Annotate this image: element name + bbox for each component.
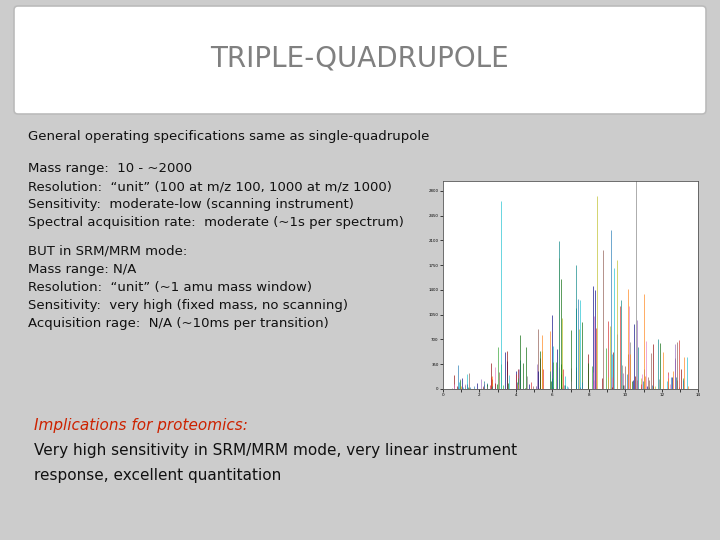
Text: Resolution:  “unit” (~1 amu mass window): Resolution: “unit” (~1 amu mass window): [28, 281, 312, 294]
Text: General operating specifications same as single-quadrupole: General operating specifications same as…: [28, 130, 429, 143]
Text: BUT in SRM/MRM mode:: BUT in SRM/MRM mode:: [28, 245, 187, 258]
Text: Mass range: N/A: Mass range: N/A: [28, 263, 136, 276]
Text: Implications for proteomics:: Implications for proteomics:: [34, 418, 248, 433]
Text: Resolution:  “unit” (100 at m/z 100, 1000 at m/z 1000): Resolution: “unit” (100 at m/z 100, 1000…: [28, 180, 392, 193]
Text: Sensitivity:  very high (fixed mass, no scanning): Sensitivity: very high (fixed mass, no s…: [28, 299, 348, 312]
Text: Sensitivity:  moderate-low (scanning instrument): Sensitivity: moderate-low (scanning inst…: [28, 198, 354, 211]
Text: Mass range:  10 - ~2000: Mass range: 10 - ~2000: [28, 162, 192, 175]
Text: response, excellent quantitation: response, excellent quantitation: [34, 468, 282, 483]
Text: TRIPLE-QUADRUPOLE: TRIPLE-QUADRUPOLE: [211, 45, 509, 73]
Text: Very high sensitivity in SRM/MRM mode, very linear instrument: Very high sensitivity in SRM/MRM mode, v…: [34, 443, 517, 458]
FancyBboxPatch shape: [14, 6, 706, 114]
Text: Spectral acquisition rate:  moderate (~1s per spectrum): Spectral acquisition rate: moderate (~1s…: [28, 216, 404, 229]
Text: Acquisition rage:  N/A (~10ms per transition): Acquisition rage: N/A (~10ms per transit…: [28, 317, 329, 330]
